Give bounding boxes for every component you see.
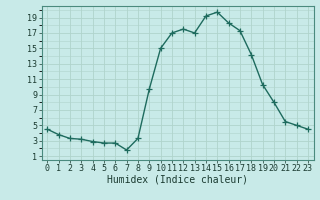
X-axis label: Humidex (Indice chaleur): Humidex (Indice chaleur): [107, 175, 248, 185]
